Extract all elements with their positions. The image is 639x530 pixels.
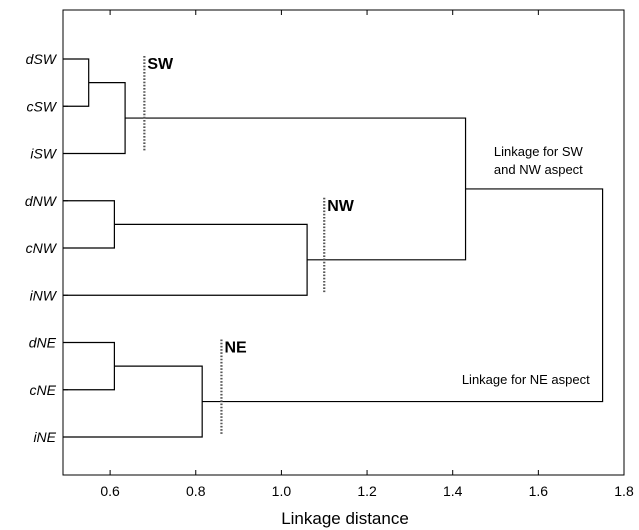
x-axis-title: Linkage distance [281, 509, 409, 528]
merge-m7 [125, 117, 467, 261]
leaf-label-iNW: iNW [30, 287, 58, 303]
cut-label-nw: NW [327, 198, 355, 215]
leaf-label-dSW: dSW [26, 51, 58, 67]
merge-m8 [202, 188, 604, 403]
cut-label-ne: NE [224, 340, 247, 357]
annotation-sw-nw-line-0: Linkage for SW [494, 144, 584, 159]
x-axis-ticks: 0.6 0.8 1.0 1.2 1.4 1.6 1.8 [100, 10, 634, 499]
cut-label-sw: SW [147, 56, 174, 73]
cluster-cut-lines: SW NW NE [143, 56, 355, 434]
leaf-label-cNE: cNE [30, 382, 57, 398]
x-tick-label: 0.8 [186, 483, 206, 499]
dendrogram-links [63, 58, 604, 438]
merge-m4 [63, 223, 308, 296]
leaf-label-dNW: dNW [25, 193, 58, 209]
merge-m5 [63, 341, 115, 391]
x-tick-label: 0.6 [100, 483, 120, 499]
y-axis-leaf-labels: dSW cSW iSW dNW cNW iNW dNE cNE iNE [25, 51, 68, 445]
leaf-label-cSW: cSW [26, 98, 57, 114]
annotation-sw-nw-line-1: and NW aspect [494, 162, 583, 177]
leaf-label-dNE: dNE [29, 335, 57, 351]
leaf-label-iSW: iSW [30, 146, 57, 162]
leaf-label-iNE: iNE [33, 429, 56, 445]
x-tick-label: 1.0 [272, 483, 292, 499]
merge-m1 [63, 58, 90, 107]
leaf-label-cNW: cNW [26, 240, 58, 256]
x-tick-label: 1.8 [614, 483, 634, 499]
plot-frame [62, 9, 625, 476]
x-tick-label: 1.4 [443, 483, 463, 499]
linkage-annotations: Linkage for SW and NW aspect Linkage for N… [462, 144, 590, 387]
x-tick-label: 1.2 [357, 483, 377, 499]
merge-m6 [63, 365, 203, 438]
x-tick-label: 1.6 [529, 483, 549, 499]
merge-m2 [63, 82, 126, 155]
merge-m3 [63, 200, 115, 249]
annotation-ne-line-0: Linkage for NE aspect [462, 372, 590, 387]
